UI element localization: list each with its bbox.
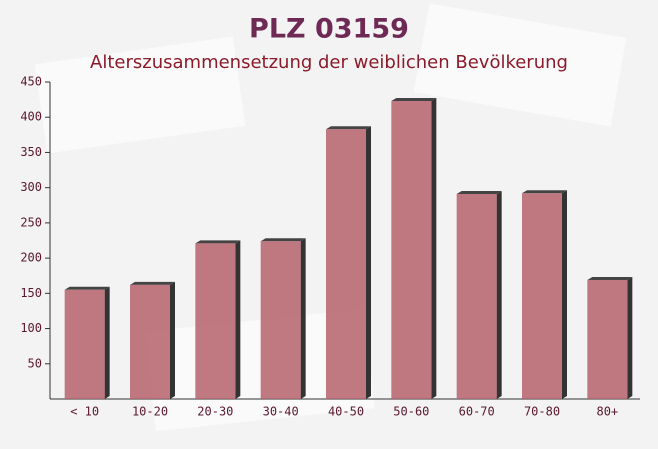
x-tick-label: 10-20 xyxy=(132,405,168,419)
x-tick-label: 50-60 xyxy=(393,405,429,419)
bar xyxy=(260,241,301,399)
bar xyxy=(195,243,236,399)
x-tick-label: 80+ xyxy=(596,405,618,419)
x-tick-label: 60-70 xyxy=(459,405,495,419)
bar-top xyxy=(64,286,110,290)
bar-top xyxy=(522,190,567,194)
x-tick-label: 70-80 xyxy=(524,405,560,419)
y-tick-label: 100 xyxy=(20,321,42,335)
y-tick-label: 200 xyxy=(20,251,42,265)
y-tick-label: 50 xyxy=(28,356,42,370)
bar-top xyxy=(195,240,241,244)
y-tick-label: 300 xyxy=(20,180,42,194)
bar-top xyxy=(587,276,633,280)
bar-top xyxy=(130,281,175,285)
bar-top xyxy=(456,191,502,195)
bar xyxy=(326,129,366,399)
bar-top xyxy=(260,238,306,242)
bar xyxy=(587,279,628,399)
bar xyxy=(64,289,105,399)
chart-title: PLZ 03159 xyxy=(249,14,409,45)
x-tick-label: < 10 xyxy=(70,405,99,419)
bar xyxy=(130,284,170,399)
bar-side xyxy=(235,240,241,399)
x-tick-label: 40-50 xyxy=(328,405,364,419)
decor xyxy=(34,36,246,154)
bar-side xyxy=(627,276,633,399)
bar-side xyxy=(300,238,306,399)
y-tick-label: 400 xyxy=(20,110,42,124)
bar-side xyxy=(496,191,502,399)
bar-side xyxy=(104,286,110,399)
bar xyxy=(391,101,432,400)
bar-side xyxy=(431,98,437,400)
chart-subtitle: Alterszusammensetzung der weiblichen Bev… xyxy=(90,52,568,73)
x-tick-label: 20-30 xyxy=(197,405,233,419)
bar xyxy=(456,194,497,399)
x-tick-label: 30-40 xyxy=(263,405,299,419)
bar-side xyxy=(562,190,567,399)
decor xyxy=(413,3,627,127)
y-tick-label: 350 xyxy=(20,145,42,159)
bar-top xyxy=(391,98,437,102)
bar-side xyxy=(366,126,371,399)
y-tick-label: 250 xyxy=(20,215,42,229)
y-tick-label: 150 xyxy=(20,286,42,300)
bar-side xyxy=(170,281,175,399)
bar xyxy=(522,193,562,399)
y-tick-label: 450 xyxy=(20,75,42,89)
bar-top xyxy=(326,126,371,130)
